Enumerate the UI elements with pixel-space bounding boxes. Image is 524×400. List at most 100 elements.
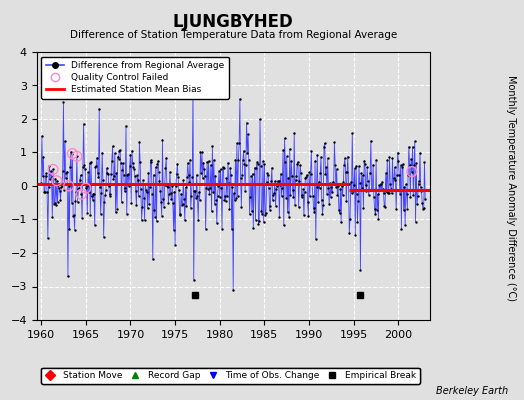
Point	[405, 144, 413, 150]
Point	[318, 197, 326, 204]
Point	[285, 214, 293, 220]
Point	[49, 166, 57, 173]
Point	[351, 165, 359, 172]
Point	[365, 192, 373, 198]
Point	[297, 170, 305, 177]
Point	[169, 227, 178, 234]
Point	[277, 193, 286, 199]
Point	[151, 164, 160, 170]
Point	[192, 172, 201, 178]
Point	[268, 197, 277, 203]
Point	[177, 191, 185, 197]
Point	[218, 226, 226, 232]
Point	[286, 146, 294, 152]
Point	[53, 199, 62, 205]
Point	[130, 166, 138, 172]
Point	[415, 178, 423, 184]
Point	[224, 180, 233, 186]
Point	[381, 170, 390, 176]
Point	[39, 154, 48, 160]
Point	[376, 186, 384, 193]
Point	[390, 164, 399, 171]
Point	[126, 163, 134, 170]
Point	[257, 162, 265, 169]
Point	[190, 276, 198, 283]
Point	[88, 193, 96, 199]
Point	[332, 184, 340, 190]
Point	[365, 187, 374, 194]
Text: Berkeley Earth: Berkeley Earth	[436, 386, 508, 396]
Point	[113, 206, 121, 212]
Point	[373, 207, 381, 213]
Point	[82, 185, 90, 191]
Point	[291, 177, 300, 183]
Point	[289, 187, 297, 194]
Point	[47, 168, 55, 174]
Point	[132, 202, 140, 208]
Point	[227, 226, 236, 232]
Point	[418, 200, 427, 206]
Point	[187, 204, 195, 211]
Point	[183, 174, 191, 180]
Point	[279, 147, 287, 153]
Point	[176, 211, 184, 218]
Point	[185, 179, 193, 185]
Point	[69, 213, 78, 219]
Point	[181, 184, 190, 190]
Point	[327, 184, 335, 190]
Point	[307, 148, 315, 154]
Point	[238, 157, 247, 163]
Point	[133, 172, 141, 178]
Point	[141, 180, 149, 187]
Point	[197, 170, 205, 176]
Point	[112, 170, 121, 176]
Point	[178, 201, 187, 208]
Point	[396, 190, 404, 197]
Point	[65, 226, 73, 232]
Point	[70, 212, 78, 218]
Point	[211, 172, 220, 179]
Point	[176, 212, 184, 218]
Point	[335, 210, 344, 216]
Point	[379, 186, 387, 193]
Point	[92, 162, 101, 169]
Point	[96, 184, 104, 191]
Point	[132, 188, 140, 195]
Point	[90, 191, 98, 198]
Point	[339, 192, 347, 198]
Point	[274, 178, 282, 184]
Point	[369, 162, 377, 168]
Point	[45, 163, 53, 169]
Point	[73, 153, 81, 160]
Point	[324, 185, 333, 191]
Point	[142, 187, 150, 193]
Point	[91, 222, 99, 229]
Point	[248, 208, 256, 214]
Point	[61, 175, 70, 181]
Point	[256, 116, 264, 122]
Point	[346, 216, 354, 222]
Point	[321, 171, 330, 177]
Point	[245, 157, 253, 163]
Point	[362, 188, 370, 194]
Point	[161, 165, 170, 172]
Point	[332, 166, 341, 172]
Point	[173, 161, 181, 167]
Point	[344, 181, 353, 187]
Point	[213, 192, 222, 199]
Point	[334, 182, 342, 189]
Point	[259, 158, 267, 164]
Point	[360, 158, 368, 164]
Point	[353, 218, 362, 225]
Point	[242, 162, 250, 168]
Point	[194, 217, 202, 223]
Point	[374, 191, 382, 198]
Point	[87, 158, 95, 165]
Point	[337, 219, 345, 225]
Point	[317, 154, 325, 160]
Point	[155, 168, 163, 175]
Point	[248, 170, 257, 177]
Point	[219, 164, 227, 170]
Point	[346, 179, 355, 185]
Point	[381, 204, 389, 210]
